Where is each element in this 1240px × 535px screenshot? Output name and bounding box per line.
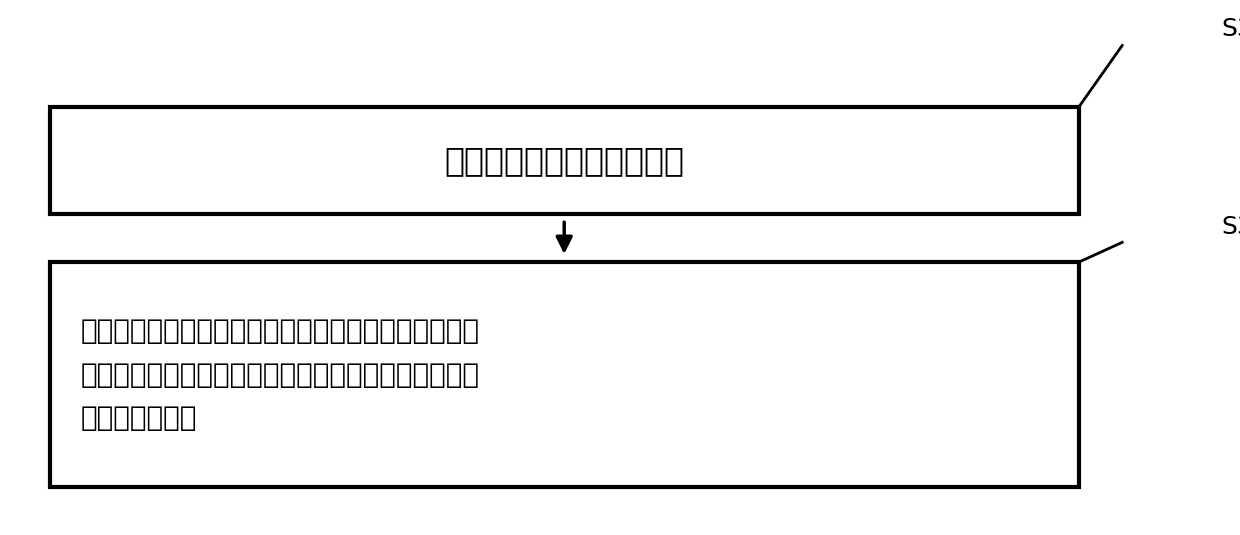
Text: 根据目标排气温度和实际排气温度向空调机组加入制冷: 根据目标排气温度和实际排气温度向空调机组加入制冷: [81, 317, 480, 345]
Text: S310: S310: [1221, 18, 1240, 41]
Text: S320: S320: [1221, 216, 1240, 239]
Text: 剂，或者根据目标排气温度和实际排气温度停止向空调: 剂，或者根据目标排气温度和实际排气温度停止向空调: [81, 361, 480, 388]
Text: 机组加入制冷剂: 机组加入制冷剂: [81, 404, 197, 432]
Bar: [50, 262, 1079, 487]
Bar: [50, 107, 1079, 214]
Text: 检测压缩机的实际排气温度: 检测压缩机的实际排气温度: [444, 144, 684, 177]
